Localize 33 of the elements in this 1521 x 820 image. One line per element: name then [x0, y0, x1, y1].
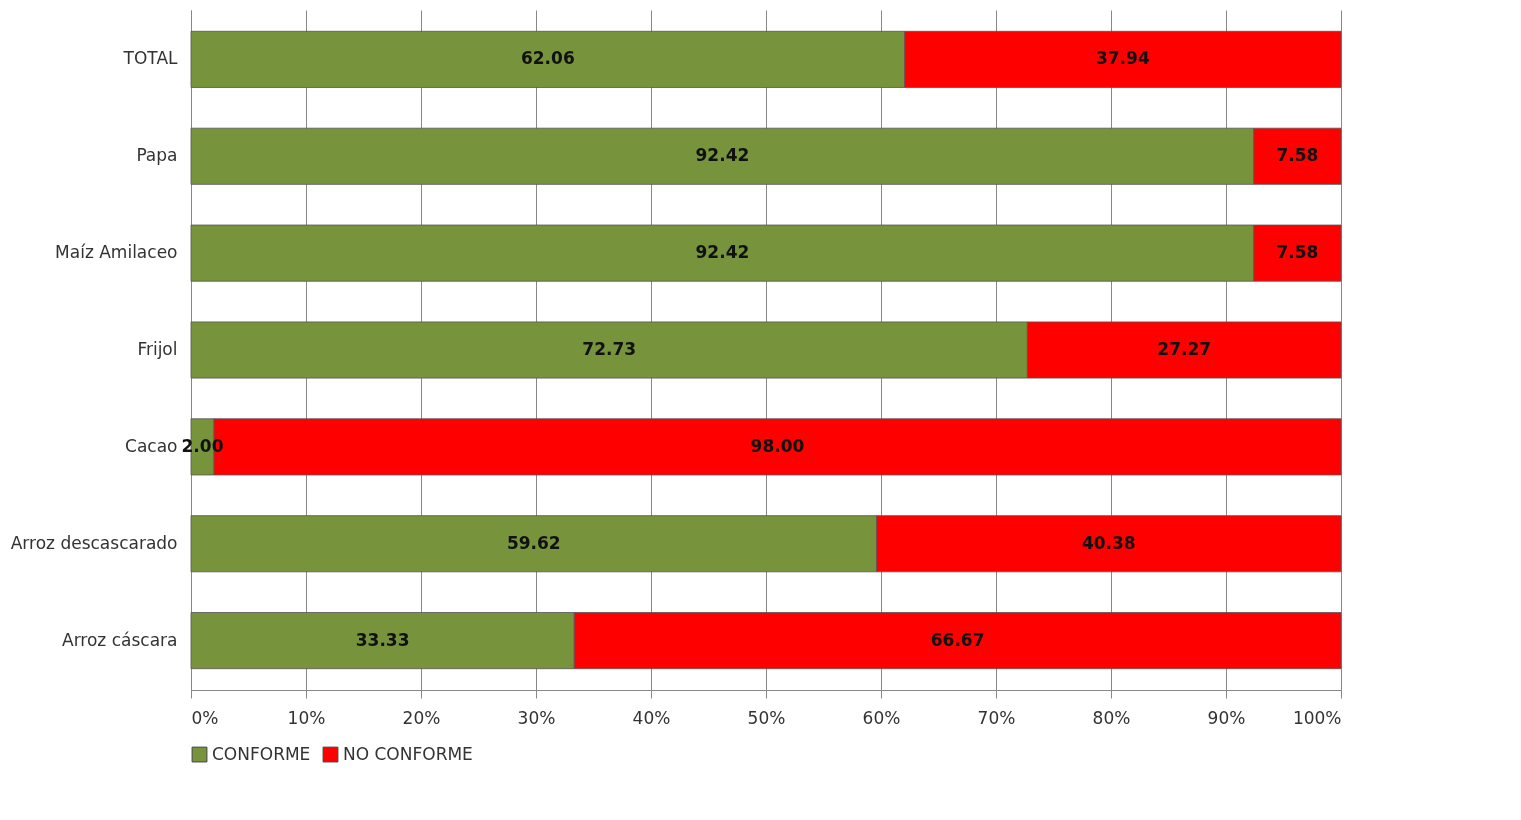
y-tick-label: Arroz descascarado — [10, 532, 178, 553]
data-label: 33.33 — [355, 629, 410, 650]
data-label: 27.27 — [1157, 339, 1212, 359]
y-tick-label: Arroz cáscara — [62, 629, 178, 650]
data-label: 92.42 — [695, 242, 750, 263]
x-tick-label: 60% — [862, 707, 901, 728]
x-tick-label: 50% — [747, 707, 786, 728]
x-tick-label: 0% — [191, 707, 219, 728]
x-tick-label: 10% — [287, 707, 326, 728]
data-label: 92.42 — [695, 145, 750, 166]
x-tick-label: 20% — [402, 707, 441, 728]
data-label: 62.06 — [520, 48, 575, 69]
y-tick-label: Papa — [136, 145, 178, 166]
data-label: 37.94 — [1095, 48, 1150, 69]
data-label: 59.62 — [506, 532, 561, 553]
x-tick-label: 70% — [977, 707, 1016, 728]
data-label: 98.00 — [750, 435, 805, 456]
data-label: 40.38 — [1081, 532, 1136, 553]
data-label: 7.58 — [1276, 145, 1319, 166]
data-label: 66.67 — [930, 629, 985, 650]
y-tick-label: Maíz Amilaceo — [55, 242, 178, 263]
x-tick-label: 80% — [1092, 707, 1131, 728]
legend-label: NO CONFORME — [343, 743, 473, 764]
y-tick-label: TOTAL — [122, 48, 179, 69]
x-tick-label: 40% — [632, 707, 671, 728]
x-tick-label: 100% — [1292, 707, 1342, 728]
data-label: 7.58 — [1276, 242, 1319, 263]
y-tick-label: Cacao — [125, 435, 178, 456]
y-tick-label: Frijol — [137, 339, 178, 359]
x-tick-label: 90% — [1207, 707, 1246, 728]
x-tick-label: 30% — [517, 707, 556, 728]
legend-label: CONFORME — [212, 743, 311, 764]
data-label: 72.73 — [582, 339, 637, 359]
